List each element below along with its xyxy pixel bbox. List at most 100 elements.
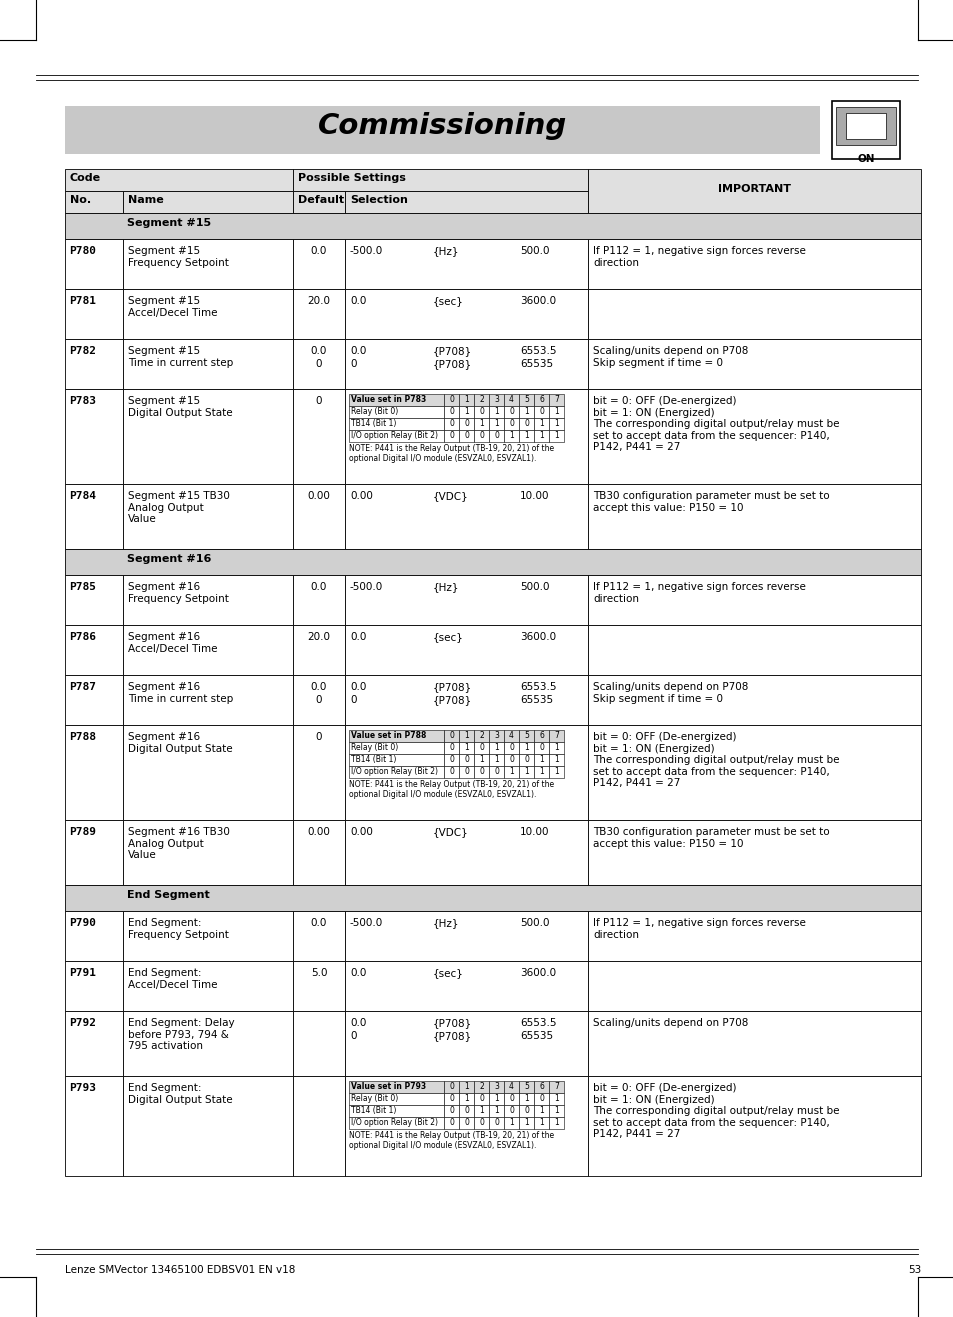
Bar [489,766,503,778]
Bar [443,1093,458,1105]
Bar [123,724,293,820]
Text: 1: 1 [509,766,514,776]
Text: 1: 1 [494,755,498,764]
Bar [489,1093,503,1105]
Bar [65,169,293,191]
Text: 500.0: 500.0 [519,582,549,593]
Text: 10.00: 10.00 [519,827,549,838]
Text: I/O option Relay (Bit 2): I/O option Relay (Bit 2) [351,766,437,776]
Text: {P708}: {P708} [433,346,472,356]
Bar [65,549,920,576]
Text: 1: 1 [554,419,558,428]
Text: 0: 0 [478,1118,483,1127]
Text: Default: Default [297,195,344,205]
Bar [518,394,534,406]
Bar [548,417,563,429]
Text: 6553.5: 6553.5 [519,346,556,356]
Text: End Segment:
Accel/Decel Time: End Segment: Accel/Decel Time [128,968,217,989]
Bar [534,1093,548,1105]
Bar [123,485,293,549]
Text: Scaling/units depend on P708
Skip segment if time = 0: Scaling/units depend on P708 Skip segmen… [593,346,747,367]
Text: 0.00: 0.00 [350,827,373,838]
Text: 5: 5 [523,1083,528,1090]
Text: 7: 7 [554,395,558,404]
Text: 0: 0 [509,743,514,752]
Text: 0.0: 0.0 [311,582,327,593]
Text: {Hz}: {Hz} [433,582,459,593]
Bar [293,1011,345,1076]
Text: 2: 2 [478,731,483,740]
Text: 5: 5 [523,731,528,740]
Text: 3: 3 [494,1083,498,1090]
Text: 0: 0 [449,431,454,440]
Text: P790: P790 [69,918,96,928]
Text: Name: Name [128,195,164,205]
Text: 0: 0 [523,419,528,428]
Bar [587,626,920,676]
Bar [345,389,587,485]
Text: 7: 7 [554,731,558,740]
Bar [65,213,920,238]
Bar [65,191,123,213]
Text: 0: 0 [449,766,454,776]
Bar [587,485,920,549]
Text: P783: P783 [69,396,96,406]
Text: 500.0: 500.0 [519,918,549,928]
Bar [518,1117,534,1129]
Bar [503,1093,518,1105]
Text: P792: P792 [69,1018,96,1029]
Bar [534,1105,548,1117]
Text: 0: 0 [449,395,454,404]
Bar [518,766,534,778]
Text: 1: 1 [554,1094,558,1104]
Bar [293,389,345,485]
Bar [293,338,345,389]
Text: 7: 7 [554,1083,558,1090]
Bar [123,820,293,885]
Text: 0: 0 [538,407,543,416]
Bar [518,755,534,766]
Bar [293,238,345,288]
Bar [503,766,518,778]
Text: 0: 0 [509,419,514,428]
Bar [548,741,563,755]
Bar [489,429,503,443]
Text: P788: P788 [69,732,96,741]
Bar [587,1076,920,1176]
Text: Segment #15
Time in current step: Segment #15 Time in current step [128,346,233,367]
Bar [518,741,534,755]
Bar [458,741,474,755]
Text: 0: 0 [538,1094,543,1104]
Text: 3: 3 [494,731,498,740]
Text: 0: 0 [463,419,469,428]
Text: 1: 1 [494,407,498,416]
Bar [65,576,123,626]
Bar [123,911,293,961]
Text: 1: 1 [478,755,483,764]
Bar [293,191,345,213]
Text: 65535: 65535 [519,360,553,369]
Text: Scaling/units depend on P708: Scaling/units depend on P708 [593,1018,747,1029]
Bar [474,417,489,429]
Text: 0: 0 [449,743,454,752]
Bar [518,417,534,429]
Text: bit = 0: OFF (De-energized)
bit = 1: ON (Energized)
The corresponding digital ou: bit = 0: OFF (De-energized) bit = 1: ON … [593,1083,839,1139]
Text: Value set in P783: Value set in P783 [351,395,426,404]
Bar [503,1081,518,1093]
Bar [349,755,443,766]
Text: 1: 1 [538,419,543,428]
Text: {VDC}: {VDC} [433,827,468,838]
Bar [293,576,345,626]
Bar [123,576,293,626]
Bar [489,755,503,766]
Text: TB14 (Bit 1): TB14 (Bit 1) [351,755,395,764]
Bar [587,676,920,724]
Text: 0: 0 [509,1094,514,1104]
Text: 0.00: 0.00 [307,827,330,838]
Text: 6553.5: 6553.5 [519,1018,556,1029]
Text: 500.0: 500.0 [519,246,549,255]
Text: bit = 0: OFF (De-energized)
bit = 1: ON (Energized)
The corresponding digital ou: bit = 0: OFF (De-energized) bit = 1: ON … [593,396,839,453]
Bar [518,730,534,741]
Text: {sec}: {sec} [433,632,463,641]
Text: {sec}: {sec} [433,968,463,979]
